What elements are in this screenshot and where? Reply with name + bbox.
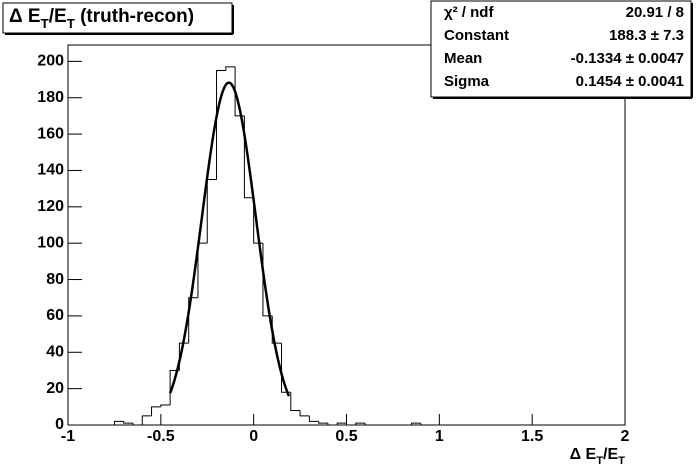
title-part: T — [41, 16, 49, 31]
histogram-bin — [318, 421, 328, 424]
histogram-bin — [243, 115, 254, 199]
x-tick-label: -1 — [61, 428, 75, 445]
y-tick-label: 120 — [37, 198, 64, 215]
stat-value: -0.1334 ± 0.0047 — [571, 50, 684, 67]
stat-name: Constant — [444, 27, 509, 44]
xlabel-part: /E — [603, 446, 618, 463]
histogram-bin — [188, 297, 198, 344]
histogram-bin — [216, 69, 226, 180]
histogram-bin — [123, 421, 133, 424]
y-tick-label: 140 — [37, 162, 64, 179]
histogram-bin — [346, 423, 356, 426]
histogram-bin — [327, 423, 338, 426]
title-part: /E — [49, 6, 67, 27]
histogram-bin — [420, 423, 431, 426]
x-tick-label: 0.5 — [335, 428, 357, 445]
histogram-bin — [132, 423, 143, 426]
plot-frame — [67, 44, 626, 426]
histogram-bin — [410, 422, 421, 425]
x-tick-label: -0.5 — [147, 428, 175, 445]
histogram-bin — [151, 406, 161, 416]
fit-curve — [168, 81, 291, 397]
y-tick-label: 100 — [37, 234, 64, 251]
y-tick-label: 0 — [55, 416, 64, 433]
stat-name: χ² / ndf — [444, 4, 494, 21]
title-part: (truth-recon) — [75, 6, 194, 27]
histogram-bin — [160, 404, 171, 407]
y-tick-label: 60 — [46, 307, 64, 324]
histogram-bin — [141, 415, 152, 425]
x-axis-label: Δ ET/ET — [570, 446, 626, 467]
y-tick-label: 40 — [46, 343, 64, 360]
title-box — [2, 2, 233, 34]
histogram-bin — [336, 422, 347, 425]
histogram-bin — [113, 420, 124, 425]
stats-box — [430, 0, 692, 98]
stat-value: 20.91 / 8 — [626, 4, 684, 21]
title-part: T — [67, 16, 75, 31]
chart-title: Δ ET/ET (truth-recon) — [9, 6, 194, 31]
xlabel-part: T — [618, 455, 625, 467]
x-tick-label: 1.5 — [521, 428, 543, 445]
y-tick-label: 80 — [46, 271, 64, 288]
y-tick-label: 20 — [46, 380, 64, 397]
histogram-bin — [364, 423, 375, 426]
xlabel-part: T — [596, 455, 603, 467]
histogram-bin — [225, 66, 236, 71]
xlabel-part: Δ E — [570, 446, 597, 463]
histogram-bin — [290, 392, 301, 411]
y-tick-label: 160 — [37, 125, 64, 142]
stat-value: 188.3 ± 7.3 — [609, 27, 684, 44]
title-part: Δ E — [9, 6, 41, 27]
stat-name: Sigma — [444, 73, 490, 90]
y-tick-label: 200 — [37, 53, 64, 70]
histogram-bin — [308, 415, 319, 422]
x-tick-label: 0 — [249, 428, 258, 445]
stat-name: Mean — [444, 50, 482, 67]
x-tick-label: 1 — [435, 428, 444, 445]
y-tick-label: 180 — [37, 89, 64, 106]
histogram-bin — [299, 410, 310, 417]
histogram-bin — [355, 422, 366, 425]
stat-value: 0.1454 ± 0.0041 — [576, 73, 684, 90]
x-tick-label: 2 — [621, 428, 630, 445]
